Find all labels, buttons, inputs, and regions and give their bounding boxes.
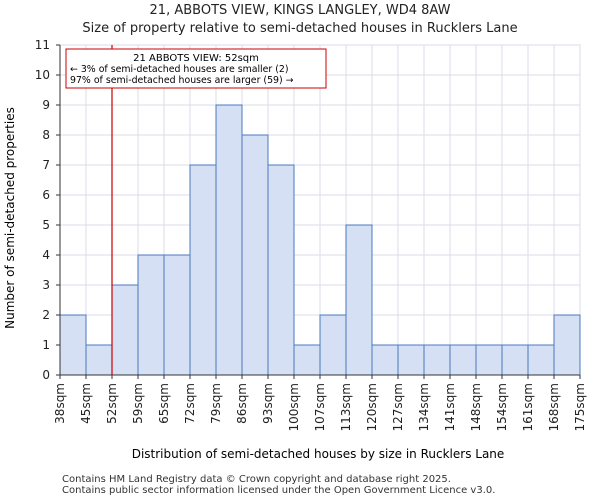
y-tick-label: 6 <box>42 188 50 202</box>
histogram-bar <box>553 314 581 376</box>
y-tick-label: 10 <box>35 68 50 82</box>
x-tick-label: 93sqm <box>261 383 275 424</box>
x-tick-label: 175sqm <box>573 383 587 431</box>
y-tick-label: 2 <box>42 308 50 322</box>
y-tick-label: 8 <box>42 128 50 142</box>
x-tick-label: 45sqm <box>79 383 93 424</box>
footer-line-2: Contains public sector information licen… <box>62 485 496 496</box>
histogram-bar <box>163 254 191 376</box>
histogram-bar <box>423 344 451 376</box>
x-axis-label: Distribution of semi-detached houses by … <box>132 447 505 461</box>
histogram-bar <box>345 224 373 376</box>
y-tick-label: 4 <box>42 248 50 262</box>
x-tick-label: 127sqm <box>391 383 405 431</box>
x-tick-label: 154sqm <box>495 383 509 431</box>
histogram-bar <box>449 344 477 376</box>
histogram-bar <box>85 344 113 376</box>
y-tick-label: 11 <box>35 38 50 52</box>
x-tick-label: 38sqm <box>53 383 67 424</box>
y-tick-label: 9 <box>42 98 50 112</box>
annotation-line-3: 97% of semi-detached houses are larger (… <box>70 75 294 86</box>
x-tick-label: 72sqm <box>183 383 197 424</box>
histogram-bar <box>111 284 139 376</box>
histogram-bar <box>501 344 529 376</box>
histogram-chart: 0 1 2 3 4 5 6 7 8 9 10 11 38sqm 45sqm 52sqm 59sqm 65sqm 7… <box>3 38 587 461</box>
histogram-bar <box>371 344 399 376</box>
x-tick-label: 113sqm <box>339 383 353 431</box>
histogram-bar <box>397 344 425 376</box>
y-tick-label: 1 <box>42 338 50 352</box>
histogram-bar <box>527 344 555 376</box>
annotation-line-1: 21 ABBOTS VIEW: 52sqm <box>133 53 259 64</box>
annotation-box: 21 ABBOTS VIEW: 52sqm ← 3% of semi-detac… <box>65 48 327 89</box>
x-tick-label: 65sqm <box>157 383 171 424</box>
histogram-bar <box>189 164 217 376</box>
x-tick-label: 79sqm <box>209 383 223 424</box>
histogram-bar <box>241 134 269 376</box>
y-tick-label: 7 <box>42 158 50 172</box>
chart-subtitle: Size of property relative to semi-detach… <box>82 21 518 36</box>
footer-line-1: Contains HM Land Registry data © Crown c… <box>62 474 451 485</box>
x-tick-label: 100sqm <box>287 383 301 431</box>
x-tick-label: 161sqm <box>521 383 535 431</box>
chart-title: 21, ABBOTS VIEW, KINGS LANGLEY, WD4 8AW <box>149 3 451 18</box>
y-tick-label: 3 <box>42 278 50 292</box>
x-tick-label: 141sqm <box>443 383 457 431</box>
y-tick-label: 0 <box>42 368 50 382</box>
x-tick-label: 134sqm <box>417 383 431 431</box>
x-tick-label: 59sqm <box>131 383 145 424</box>
histogram-bar <box>137 254 165 376</box>
x-tick-label: 120sqm <box>365 383 379 431</box>
x-tick-label: 107sqm <box>313 383 327 431</box>
y-axis-label: Number of semi-detached properties <box>3 107 17 329</box>
x-tick-label: 86sqm <box>235 383 249 424</box>
histogram-bar <box>215 104 243 376</box>
x-tick-label: 52sqm <box>105 383 119 424</box>
x-tick-label: 168sqm <box>547 383 561 431</box>
histogram-bar <box>319 314 347 376</box>
histogram-bar <box>59 314 87 376</box>
annotation-line-2: ← 3% of semi-detached houses are smaller… <box>70 64 289 75</box>
y-tick-label: 5 <box>42 218 50 232</box>
histogram-bar <box>293 344 321 376</box>
x-tick-label: 148sqm <box>469 383 483 431</box>
histogram-bar <box>267 164 295 376</box>
histogram-bar <box>475 344 503 376</box>
